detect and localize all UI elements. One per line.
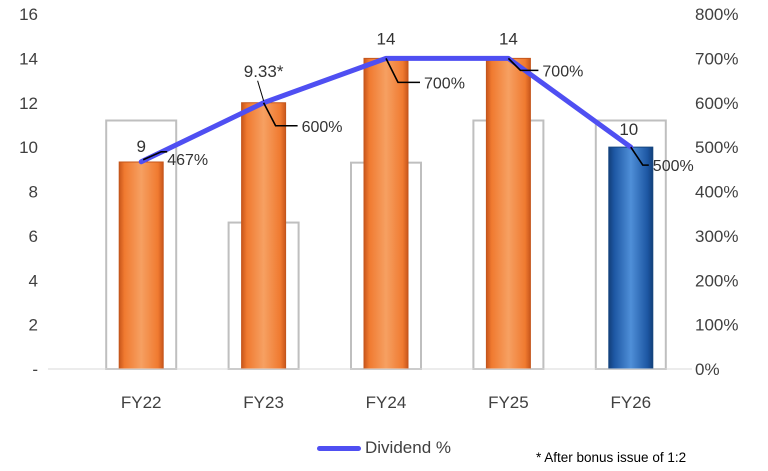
- line-label-fy26: 500%: [653, 158, 694, 175]
- left-axis-tick: 16: [19, 5, 38, 24]
- legend-swatch-dividend: [317, 445, 361, 451]
- bar-label-fy23: 9.33*: [244, 62, 284, 81]
- x-axis-tick-fy24: FY24: [366, 393, 407, 412]
- line-labels: 467% 600% 700% 700% 500%: [142, 57, 694, 175]
- left-axis-tick: 4: [29, 271, 38, 290]
- line-label-leader-fy24: [385, 58, 420, 84]
- line-label-leader-fy22: [142, 150, 168, 161]
- left-axis-tick: 8: [29, 183, 38, 202]
- right-axis-tick: 500%: [695, 138, 738, 157]
- bar-labels: 9 9.33* 14 14 10: [136, 29, 638, 156]
- left-y-axis: - 2 4 6 8 10 12 14 16: [19, 5, 38, 379]
- line-label-leader-fy26: [630, 146, 649, 166]
- bar-label-fy25: 14: [499, 29, 518, 48]
- line-label-fy22: 467%: [167, 152, 208, 169]
- bar-label-leader-fy23: [257, 80, 265, 101]
- line-label-fy25: 700%: [542, 63, 583, 80]
- line-label-fy24: 700%: [424, 75, 465, 92]
- right-axis-tick: 300%: [695, 227, 738, 246]
- x-axis-tick-fy25: FY25: [488, 393, 529, 412]
- bar-label-fy26: 10: [619, 120, 638, 139]
- bar-label-fy24: 14: [377, 29, 396, 48]
- dividend-bars: [118, 57, 654, 370]
- right-axis-tick: 100%: [695, 316, 738, 335]
- right-y-axis: 0% 100% 200% 300% 400% 500% 600% 700% 800%: [695, 5, 738, 379]
- left-axis-tick: -: [32, 360, 38, 379]
- right-axis-tick: 400%: [695, 183, 738, 202]
- right-axis-tick: 600%: [695, 94, 738, 113]
- x-axis-tick-fy23: FY23: [243, 393, 284, 412]
- footnote: * After bonus issue of 1:2: [536, 450, 687, 465]
- x-axis: FY22 FY23 FY24 FY25 FY26: [121, 393, 651, 412]
- legend-label-dividend: Dividend %: [365, 438, 451, 457]
- line-label-leader-fy23: [262, 102, 298, 127]
- bar-fy22: [118, 161, 164, 370]
- left-axis-tick: 2: [29, 316, 38, 335]
- legend: Dividend %: [317, 438, 451, 458]
- line-label-fy23: 600%: [302, 119, 343, 136]
- right-axis-tick: 0%: [695, 360, 720, 379]
- bar-fy23: [241, 102, 287, 370]
- right-axis-tick: 700%: [695, 49, 738, 68]
- bar-label-fy22: 9: [136, 137, 145, 156]
- x-axis-tick-fy22: FY22: [121, 393, 162, 412]
- x-axis-tick-fy26: FY26: [610, 393, 651, 412]
- left-axis-tick: 12: [19, 94, 38, 113]
- left-axis-tick: 14: [19, 49, 38, 68]
- right-axis-tick: 800%: [695, 5, 738, 24]
- line-label-leader-fy25: [507, 57, 539, 72]
- right-axis-tick: 200%: [695, 271, 738, 290]
- bar-fy24: [363, 57, 409, 370]
- left-axis-tick: 6: [29, 227, 38, 246]
- bar-fy26: [608, 146, 654, 370]
- left-axis-tick: 10: [19, 138, 38, 157]
- bar-fy25: [485, 57, 531, 370]
